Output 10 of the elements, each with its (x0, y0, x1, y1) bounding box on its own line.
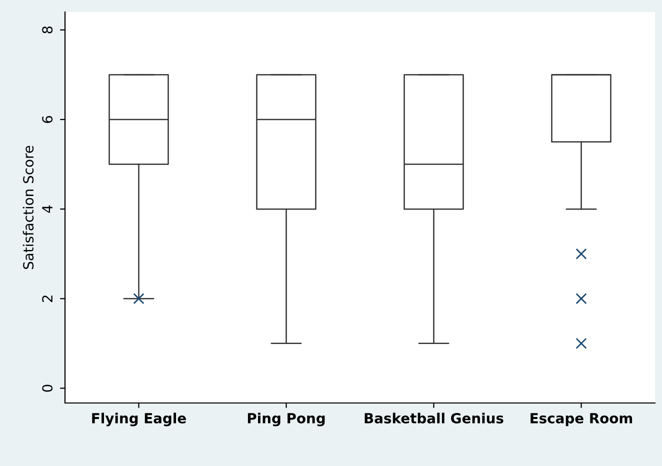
y-tick-label: 2 (42, 296, 52, 302)
x-tick-label: Flying Eagle (92, 412, 186, 426)
x-tick-label: Escape Room (530, 413, 632, 426)
y-tick-label: 6 (42, 116, 53, 123)
y-axis-title: Satisfaction Score (22, 146, 34, 269)
y-tick-label: 8 (42, 26, 53, 34)
y-tick-label: 0 (42, 384, 53, 392)
x-tick-label: Basketball Genius (364, 412, 504, 424)
x-tick-label: Ping Pong (248, 412, 325, 426)
y-tick-label: 4 (42, 205, 52, 213)
